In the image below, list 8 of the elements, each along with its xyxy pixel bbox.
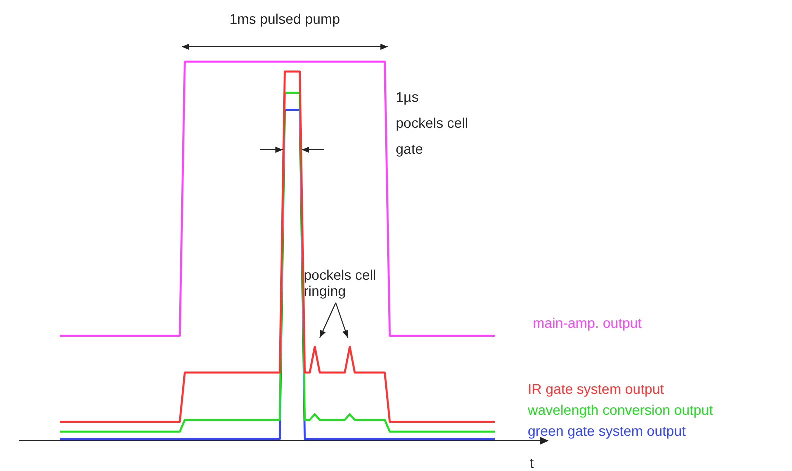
text: main-amp. output bbox=[533, 314, 642, 331]
text: green gate system output bbox=[528, 422, 686, 439]
annotation: pockels cell ringing bbox=[304, 266, 376, 299]
text: IR gate system output bbox=[528, 380, 664, 397]
text: wavelength conversion output bbox=[527, 402, 714, 418]
x-axis-title: t bbox=[530, 454, 534, 471]
annotation: 1µs pockels cell gate bbox=[396, 88, 468, 157]
text: 1ms pulsed pump bbox=[230, 10, 340, 27]
